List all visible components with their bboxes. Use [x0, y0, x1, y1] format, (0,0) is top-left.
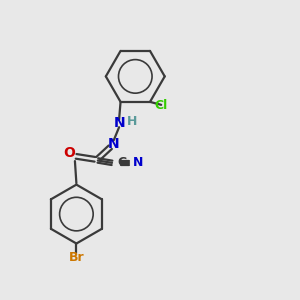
Text: H: H: [127, 115, 138, 128]
Text: N: N: [113, 116, 125, 130]
Text: N: N: [108, 137, 120, 151]
Text: Br: Br: [69, 251, 84, 264]
Text: O: O: [63, 146, 75, 160]
Text: Cl: Cl: [154, 99, 168, 112]
Text: N: N: [133, 156, 143, 169]
Text: C: C: [117, 156, 126, 169]
